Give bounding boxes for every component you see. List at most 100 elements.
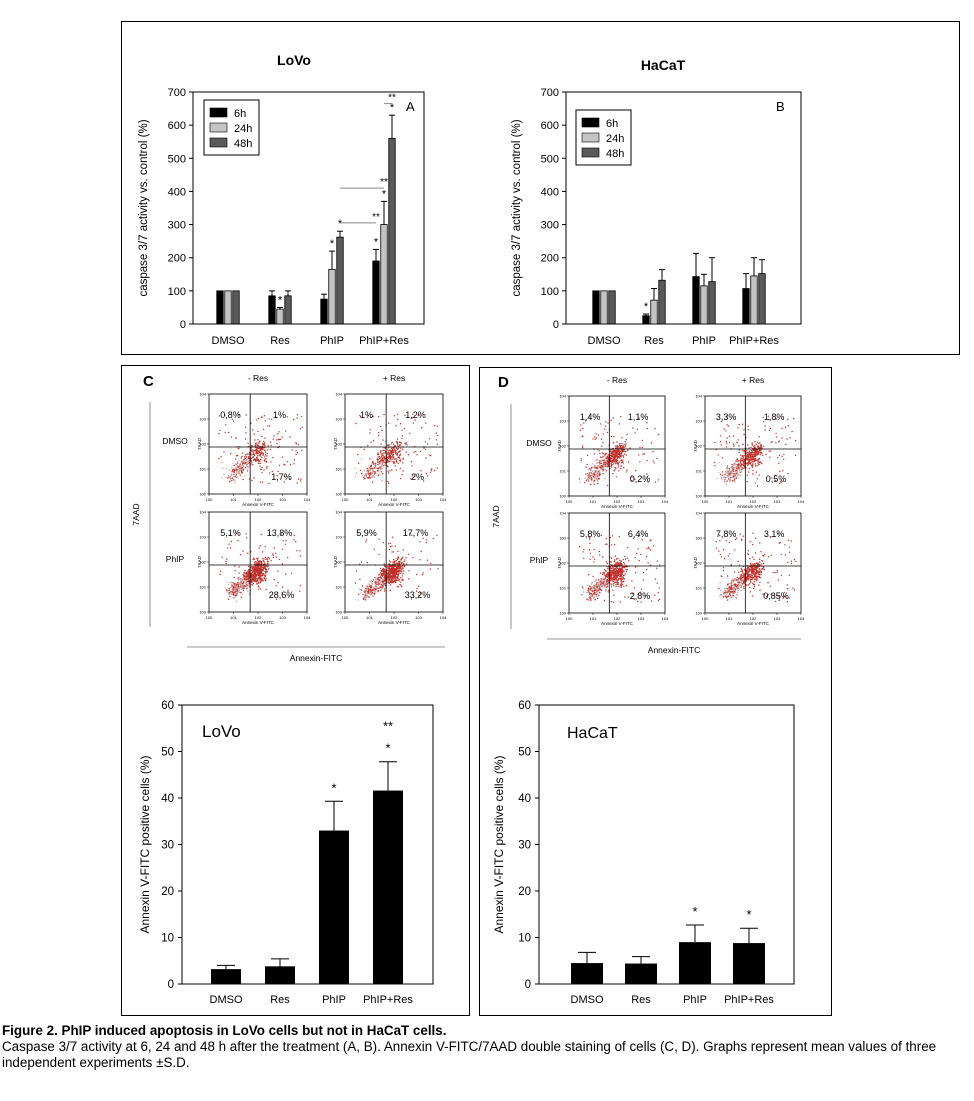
y-tick-label: 300 (541, 220, 559, 232)
y-tick-label: 102 (559, 561, 566, 566)
plot-frame (538, 704, 795, 985)
y-axis-label: Annexin V-FITC positive cells (%) (492, 755, 506, 933)
dot-plot-frame (208, 393, 308, 495)
quadrant-upper-right-value: 3,1% (764, 529, 785, 539)
legend-label: 48h (606, 148, 624, 160)
significance-marker: ** (380, 177, 388, 188)
y-tick-label: 100 (168, 286, 186, 298)
dot-plot-x-label: Annexin V-FITC (737, 621, 770, 626)
y-tick-label: 0 (553, 319, 559, 331)
y-tick-label: 101 (199, 585, 206, 590)
legend-swatch (209, 137, 228, 148)
y-tick-label: 101 (335, 585, 342, 590)
bar (742, 288, 750, 325)
x-tick-label: PhIP+Res (724, 994, 774, 1006)
chart-d-annexin-hacat: 0 10 20 30 40 50 60 DMSO Res PhIP PhIP+Res * * Annexi… (492, 700, 795, 1006)
y-tick-label: 10 (161, 933, 174, 945)
quadrant-lower-right-value: 0,2% (630, 474, 651, 484)
quadrant-lower-right-value: 28,6% (269, 590, 295, 600)
y-tick-label: 103 (335, 417, 342, 422)
y-tick-label: 0 (180, 319, 186, 331)
legend-label: 48h (234, 138, 252, 150)
x-tick-label: 103 (279, 615, 286, 620)
y-axis-label: caspase 3/7 activity vs. control (%) (138, 119, 150, 296)
dot-plot-x-label: Annexin V-FITC (378, 620, 411, 625)
significance-marker: ** (388, 93, 396, 104)
y-tick-label: 60 (518, 700, 531, 712)
y-tick-label: 100 (695, 611, 702, 616)
dot-plot-y-label: 7AAD (197, 555, 202, 568)
caption-title: Figure 2. PhIP induced apoptosis in LoVo… (2, 1023, 447, 1038)
column-header: + Res (383, 373, 405, 383)
legend-swatch (209, 107, 228, 118)
dot-plot-frame (704, 395, 802, 497)
x-tick-label: 101 (366, 615, 373, 620)
x-group-axis-label: Annexin-FITC (290, 653, 342, 663)
bar (733, 943, 765, 984)
bar (592, 290, 600, 325)
quadrant-lower-right-value: 0,85% (763, 591, 789, 601)
panel-letter: B (776, 99, 785, 114)
x-tick-label: Res (644, 335, 664, 347)
bar (232, 290, 240, 325)
legend-swatch (581, 117, 600, 128)
y-tick-label: 700 (541, 87, 559, 99)
bar (571, 963, 603, 984)
y-tick-label: 100 (199, 610, 206, 615)
y-tick-label: 104 (695, 394, 702, 399)
quadrant-upper-right-value: 1% (273, 410, 286, 420)
x-tick-label: 100 (342, 497, 349, 502)
x-tick-label: 102 (750, 616, 757, 621)
y-tick-label: 100 (335, 610, 342, 615)
quadrant-lower-right-value: 1,7% (271, 472, 292, 482)
quadrant-upper-left-value: 3,3% (716, 412, 737, 422)
quadrant-lower-right-value: 0,5% (766, 474, 787, 484)
x-tick-label: 103 (774, 499, 781, 504)
x-tick-label: 103 (638, 499, 645, 504)
x-tick-label: 104 (662, 616, 669, 621)
bar (268, 295, 276, 325)
y-tick-label: 30 (161, 840, 174, 852)
quadrant-lower-right-value: 33,2% (405, 590, 431, 600)
bar (625, 963, 657, 984)
quadrant-upper-right-value: 6,4% (628, 529, 649, 539)
dot-plot-x-label: Annexin V-FITC (378, 502, 411, 507)
y-tick-label: 20 (518, 886, 531, 898)
x-tick-label: 102 (614, 499, 621, 504)
y-tick-label: 103 (199, 417, 206, 422)
y-tick-label: 0 (525, 979, 531, 991)
bar (650, 299, 658, 325)
y-tick-label: 20 (161, 886, 174, 898)
y-tick-label: 102 (695, 444, 702, 449)
x-tick-label: 100 (702, 616, 709, 621)
significance-marker: * (746, 907, 751, 922)
chart-title: HaCaT (641, 57, 686, 73)
x-tick-label: 104 (662, 499, 669, 504)
y-tick-label: 600 (168, 120, 186, 132)
y-tick-label: 200 (541, 253, 559, 265)
x-tick-label: PhIP+Res (359, 335, 409, 347)
dot-plot-x-label: Annexin V-FITC (601, 621, 634, 626)
x-tick-label: 101 (230, 615, 237, 620)
x-tick-label: Res (631, 994, 651, 1006)
x-tick-label: 104 (440, 615, 447, 620)
y-tick-label: 60 (161, 700, 174, 712)
legend-label: 6h (606, 118, 618, 130)
quadrant-upper-left-value: 5,8% (580, 529, 601, 539)
significance-marker: * (382, 188, 387, 200)
bar (708, 281, 716, 325)
significance-marker: * (390, 102, 395, 114)
quadrant-upper-right-value: 17,7% (403, 528, 429, 538)
dot-plot-x-label: Annexin V-FITC (737, 504, 770, 509)
significance-marker: * (644, 301, 649, 313)
x-tick-label: Res (270, 335, 290, 347)
x-tick-label: DMSO (571, 994, 604, 1006)
bar (224, 290, 232, 325)
x-tick-label: 100 (566, 499, 573, 504)
y-tick-label: 300 (168, 220, 186, 232)
bar (642, 315, 650, 325)
quadrant-lower-right-value: 2% (411, 472, 424, 482)
x-tick-label: 101 (726, 499, 733, 504)
x-tick-label: 104 (798, 616, 805, 621)
